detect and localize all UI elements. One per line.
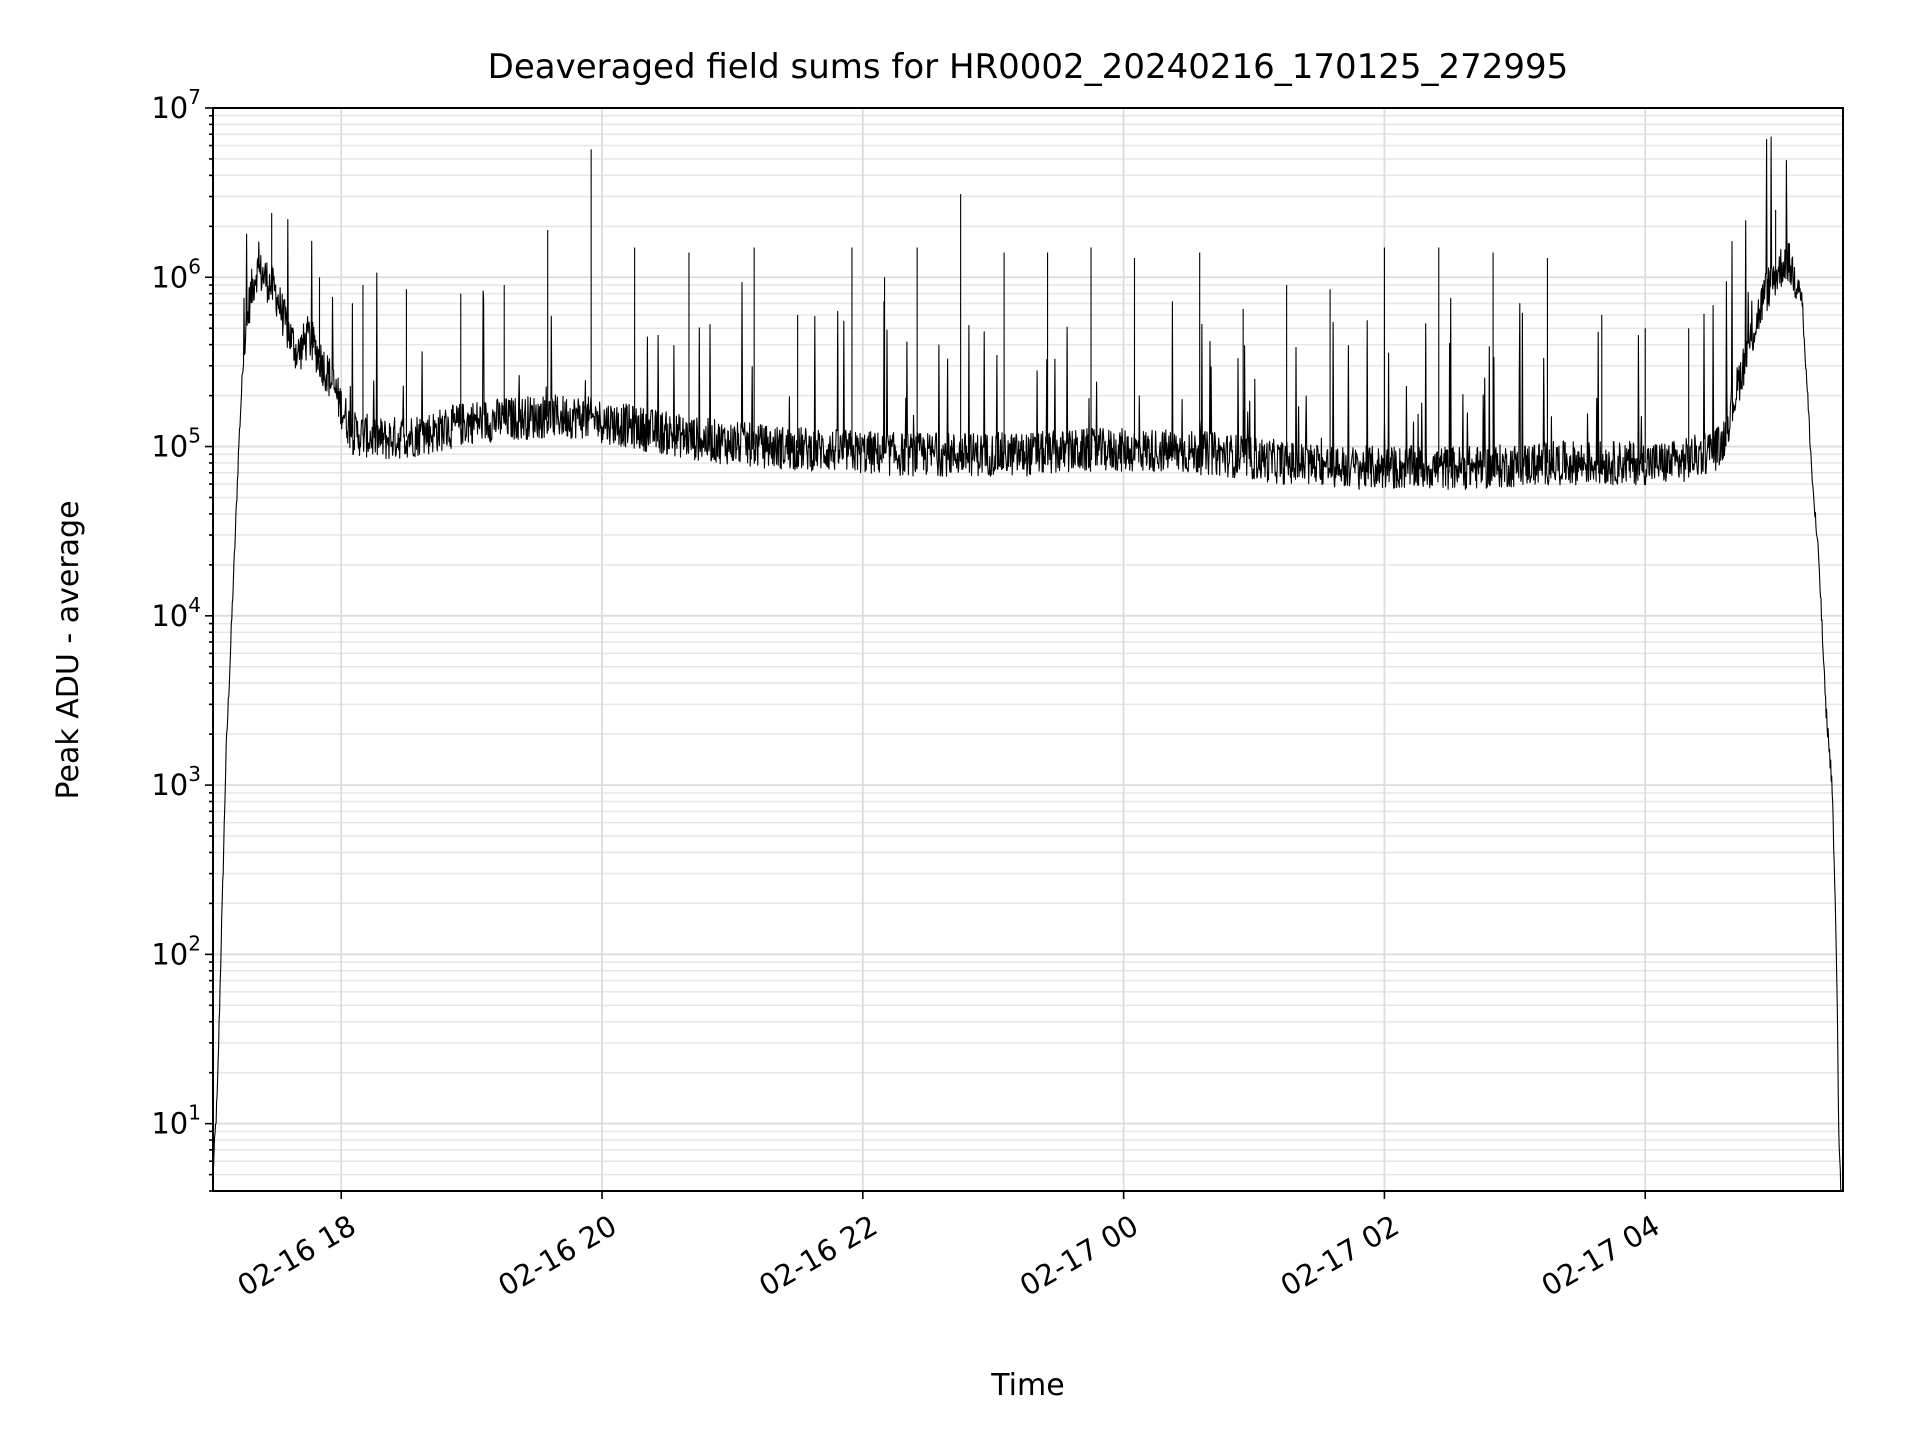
y-tick-label: 102	[151, 931, 201, 971]
y-tick-label: 106	[151, 254, 201, 294]
y-axis-label: Peak ADU - average	[51, 500, 86, 799]
x-tick-label: 02-17 00	[1014, 1208, 1144, 1303]
x-axis-label: Time	[990, 1368, 1064, 1403]
plot-frame	[212, 107, 1844, 1192]
x-tick-label: 02-17 02	[1275, 1208, 1405, 1303]
grid-lines	[213, 107, 1843, 1192]
y-axis: 101 102 103 104 105 106 107	[151, 85, 213, 1192]
y-tick-label: 103	[151, 762, 201, 802]
chart-title: Deaveraged field sums for HR0002_2024021…	[488, 47, 1569, 87]
x-tick-label: 02-16 20	[492, 1208, 622, 1303]
x-tick-label: 02-17 04	[1536, 1208, 1666, 1303]
data-series	[212, 136, 1842, 1192]
y-tick-label: 105	[151, 424, 201, 464]
x-tick-label: 02-16 18	[232, 1208, 362, 1303]
y-tick-label: 107	[151, 85, 201, 125]
series-line	[212, 136, 1842, 1192]
x-axis: 02-16 18 02-16 20 02-16 22 02-17 00 02-17 02…	[232, 1191, 1666, 1303]
y-tick-label: 101	[151, 1101, 201, 1141]
x-tick-label: 02-16 22	[753, 1208, 883, 1303]
y-tick-label: 104	[151, 593, 201, 633]
